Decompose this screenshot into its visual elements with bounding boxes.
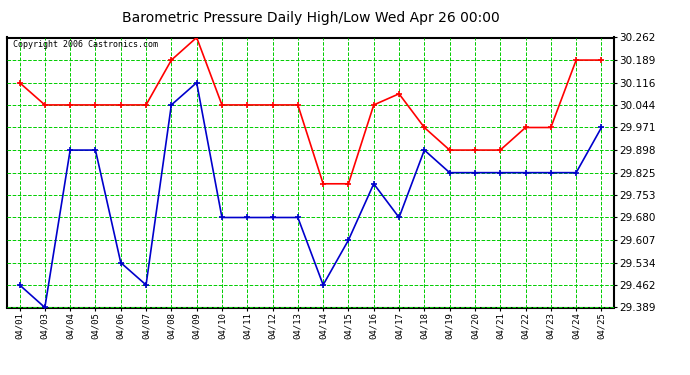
Text: Barometric Pressure Daily High/Low Wed Apr 26 00:00: Barometric Pressure Daily High/Low Wed A… xyxy=(121,11,500,25)
Text: Copyright 2006 Castronics.com: Copyright 2006 Castronics.com xyxy=(13,40,158,49)
